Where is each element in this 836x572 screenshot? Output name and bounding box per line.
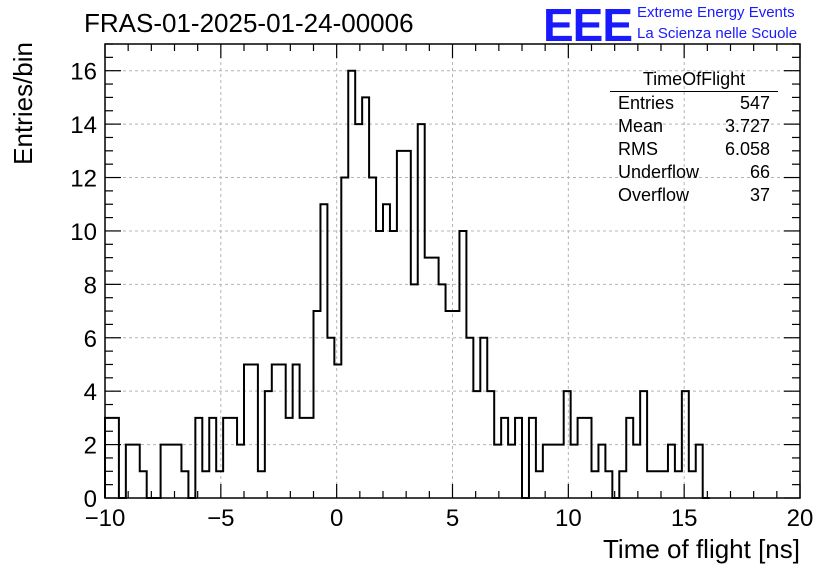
stats-row-overflow: Overflow 37 [610,184,778,207]
axis-ticks [104,43,801,499]
stats-row-rms: RMS 6.058 [610,138,778,161]
y-tick-labels: 0 2 4 6 8 10 12 14 16 [70,59,97,513]
y-tick-label: 2 [84,433,97,460]
y-axis-title: Entries/bin [8,42,38,165]
stat-value: 37 [749,185,770,205]
x-tick-labels: −10 −5 0 5 10 15 20 [85,505,814,532]
logo-line-2: La Scienza nelle Scuole [637,25,798,42]
stats-row-mean: Mean 3.727 [610,115,778,138]
stat-value: 547 [739,93,770,113]
stat-label: RMS [618,139,658,159]
y-tick-label: 8 [84,272,97,299]
x-tick-label: 5 [446,505,459,532]
run-title: FRAS-01-2025-01-24-00006 [84,8,414,38]
logo-line-1: Extreme Energy Events [637,4,795,21]
stats-row-underflow: Underflow 66 [610,161,778,184]
x-tick-label: −10 [85,505,126,532]
y-tick-label: 0 [84,486,97,513]
y-tick-label: 4 [84,379,97,406]
eee-logo: EEE [543,0,633,51]
y-tick-label: 14 [70,112,97,139]
x-tick-label: −5 [207,505,234,532]
stats-title: TimeOfFlight [610,67,778,92]
stat-label: Entries [618,93,675,113]
stats-box: TimeOfFlight Entries 547 Mean 3.727 RMS … [610,67,778,207]
stat-label: Overflow [618,185,690,205]
histogram-outline [104,69,710,499]
grid-lines [105,44,800,498]
stat-label: Mean [618,116,664,136]
x-tick-label: 15 [671,505,698,532]
stat-value: 66 [749,162,770,182]
stats-row-entries: Entries 547 [610,92,778,115]
y-tick-label: 12 [70,166,97,193]
stat-value: 3.727 [724,116,770,136]
x-axis-title: Time of flight [ns] [603,534,800,564]
y-tick-label: 10 [70,219,97,246]
x-tick-label: 20 [787,505,814,532]
x-tick-label: 10 [555,505,582,532]
stat-label: Underflow [618,162,700,182]
x-tick-label: 0 [330,505,343,532]
y-tick-label: 6 [84,326,97,353]
y-tick-label: 16 [70,59,97,86]
stat-value: 6.058 [724,139,770,159]
